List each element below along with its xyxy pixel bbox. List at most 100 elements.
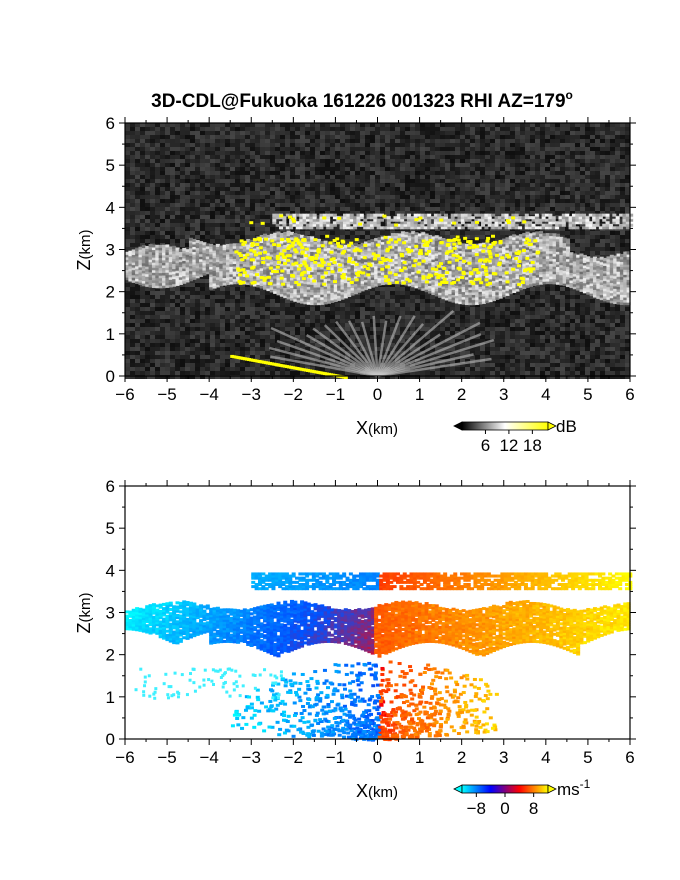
noise-cell bbox=[125, 219, 130, 223]
noise-cell bbox=[480, 131, 485, 135]
noise-cell bbox=[250, 215, 255, 219]
noise-cell bbox=[135, 207, 140, 211]
noise-cell bbox=[280, 311, 285, 315]
noise-cell bbox=[460, 235, 465, 239]
noise-cell bbox=[235, 131, 240, 135]
noise-cell bbox=[335, 159, 340, 163]
noise-cell bbox=[265, 171, 270, 175]
noise-cell bbox=[495, 231, 500, 235]
noise-cell bbox=[430, 299, 435, 303]
noise-cell bbox=[415, 151, 420, 155]
noise-cell bbox=[310, 151, 315, 155]
noise-cell bbox=[260, 191, 265, 195]
noise-cell bbox=[580, 135, 585, 139]
noise-cell bbox=[420, 139, 425, 143]
noise-cell bbox=[465, 167, 470, 171]
noise-cell bbox=[190, 199, 195, 203]
noise-cell bbox=[620, 235, 625, 239]
noise-cell bbox=[325, 127, 330, 131]
noise-cell bbox=[575, 291, 580, 295]
noise-cell bbox=[145, 147, 150, 151]
noise-cell bbox=[385, 131, 390, 135]
noise-cell bbox=[615, 231, 620, 235]
noise-cell bbox=[510, 135, 515, 139]
noise-cell bbox=[225, 183, 230, 187]
noise-cell bbox=[560, 199, 565, 203]
noise-cell bbox=[265, 167, 270, 171]
noise-cell bbox=[500, 179, 505, 183]
noise-cell bbox=[515, 295, 520, 299]
noise-cell bbox=[125, 199, 130, 203]
noise-cell bbox=[570, 191, 575, 195]
noise-cell bbox=[345, 171, 350, 175]
noise-cell bbox=[605, 183, 610, 187]
noise-cell bbox=[445, 307, 450, 311]
noise-cell bbox=[525, 155, 530, 159]
noise-cell bbox=[255, 311, 260, 315]
noise-cell bbox=[455, 179, 460, 183]
noise-cell bbox=[460, 167, 465, 171]
noise-cell bbox=[485, 315, 490, 319]
noise-cell bbox=[165, 227, 170, 231]
noise-cell bbox=[295, 311, 300, 315]
noise-cell bbox=[330, 123, 335, 127]
noise-cell bbox=[315, 307, 320, 311]
noise-cell bbox=[415, 187, 420, 191]
noise-cell bbox=[545, 159, 550, 163]
noise-cell bbox=[240, 183, 245, 187]
noise-cell bbox=[460, 307, 465, 311]
noise-cell bbox=[220, 135, 225, 139]
noise-cell bbox=[425, 163, 430, 167]
noise-cell bbox=[250, 235, 255, 239]
noise-cell bbox=[340, 195, 345, 199]
noise-cell bbox=[595, 147, 600, 151]
noise-cell bbox=[615, 307, 620, 311]
noise-cell bbox=[435, 195, 440, 199]
noise-cell bbox=[285, 315, 290, 319]
noise-cell bbox=[620, 123, 625, 127]
noise-cell bbox=[550, 203, 555, 207]
noise-cell bbox=[460, 179, 465, 183]
noise-cell bbox=[215, 191, 220, 195]
noise-cell bbox=[400, 151, 405, 155]
noise-cell bbox=[425, 311, 430, 315]
noise-cell bbox=[305, 155, 310, 159]
noise-cell bbox=[360, 179, 365, 183]
noise-cell bbox=[250, 179, 255, 183]
noise-cell bbox=[130, 175, 135, 179]
noise-cell bbox=[190, 311, 195, 315]
noise-cell bbox=[245, 183, 250, 187]
noise-cell bbox=[145, 179, 150, 183]
noise-cell bbox=[245, 143, 250, 147]
noise-cell bbox=[295, 175, 300, 179]
noise-cell bbox=[130, 227, 135, 231]
noise-cell bbox=[430, 295, 435, 299]
noise-cell bbox=[465, 175, 470, 179]
noise-cell bbox=[505, 303, 510, 307]
noise-cell bbox=[555, 151, 560, 155]
noise-cell bbox=[385, 171, 390, 175]
noise-cell bbox=[280, 295, 285, 299]
noise-cell bbox=[150, 127, 155, 131]
noise-cell bbox=[365, 131, 370, 135]
noise-cell bbox=[625, 147, 630, 151]
noise-cell bbox=[270, 131, 275, 135]
noise-cell bbox=[250, 299, 255, 303]
noise-cell bbox=[290, 319, 295, 323]
noise-cell bbox=[595, 251, 600, 255]
noise-cell bbox=[520, 147, 525, 151]
noise-cell bbox=[175, 195, 180, 199]
noise-cell bbox=[585, 231, 590, 235]
noise-cell bbox=[250, 159, 255, 163]
noise-cell bbox=[285, 151, 290, 155]
noise-cell bbox=[185, 223, 190, 227]
noise-cell bbox=[515, 127, 520, 131]
noise-cell bbox=[600, 311, 605, 315]
noise-cell bbox=[565, 191, 570, 195]
noise-cell bbox=[140, 135, 145, 139]
noise-cell bbox=[315, 211, 320, 215]
noise-cell bbox=[205, 239, 210, 243]
noise-cell bbox=[515, 311, 520, 315]
noise-cell bbox=[620, 203, 625, 207]
noise-cell bbox=[235, 291, 240, 295]
